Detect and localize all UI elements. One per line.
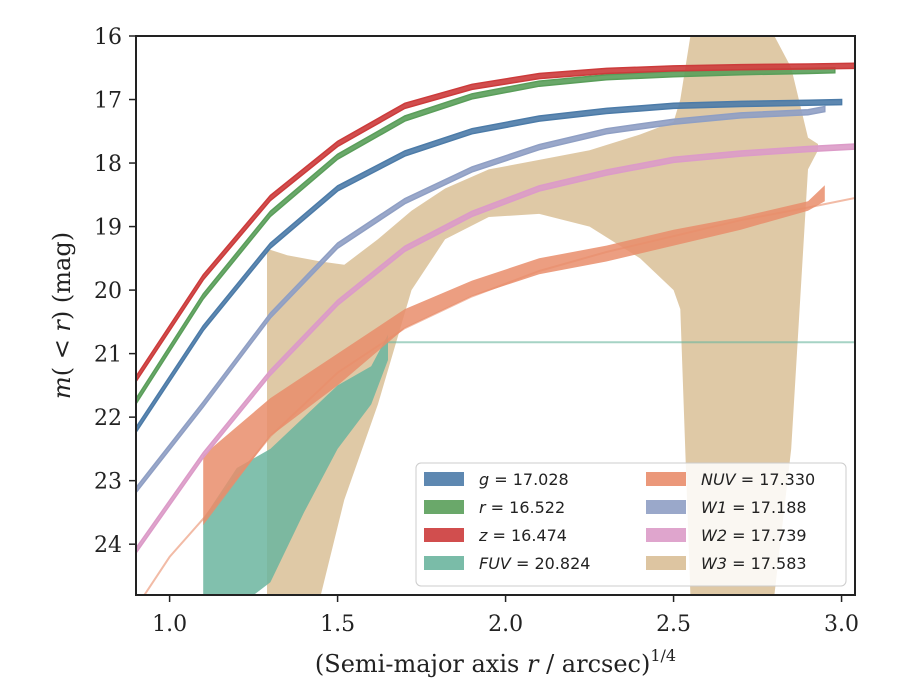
legend-label-w3: W3 = 17.583	[701, 554, 807, 573]
series-r-band	[136, 67, 836, 406]
x-tick-label: 2.0	[488, 612, 523, 637]
x-tick-label: 1.0	[152, 612, 187, 637]
legend-label-fuv: FUV = 20.824	[479, 554, 590, 573]
legend-swatch-fuv	[424, 556, 464, 570]
y-axis-title: m( < r) (mag)	[48, 232, 76, 399]
legend-swatch-w3	[646, 556, 686, 570]
y-tick-label: 20	[94, 279, 122, 304]
legend-swatch-w1	[646, 500, 686, 514]
x-axis-title: (Semi-major axis r / arcsec)1/4	[315, 646, 676, 678]
y-axis-label: m( < r) (mag)	[48, 232, 76, 399]
plot-area	[136, 36, 855, 595]
legend-label-r: r = 16.522	[479, 498, 565, 517]
y-tick-label: 17	[94, 89, 122, 114]
series-w3-band	[267, 36, 818, 595]
y-axis: 16 17 18 19 20 21 22 23 24	[94, 25, 136, 558]
x-tick-label: 3.0	[824, 612, 859, 637]
y-tick-label: 22	[94, 406, 122, 431]
legend-label-g: g = 17.028	[479, 470, 569, 489]
y-tick-label: 23	[94, 470, 122, 495]
series-w1-band	[136, 105, 826, 494]
y-tick-label: 24	[94, 533, 122, 558]
x-tick-label: 2.5	[656, 612, 691, 637]
legend-swatch-z	[424, 528, 464, 542]
y-tick-label: 21	[94, 343, 122, 368]
x-axis: 1.0 1.5 2.0 2.5 3.0	[152, 595, 859, 637]
legend: g = 17.028 r = 16.522 z = 16.474 FUV = 20.8…	[415, 462, 847, 587]
legend-box	[415, 462, 847, 587]
legend-label-z: z = 16.474	[478, 526, 567, 545]
legend-swatch-g	[424, 472, 464, 486]
y-tick-label: 16	[94, 25, 122, 50]
plot-frame	[135, 35, 856, 596]
legend-swatch-nuv	[646, 472, 686, 486]
series-w2-band	[136, 143, 855, 555]
x-axis-label: (Semi-major axis r / arcsec)1/4	[315, 646, 676, 678]
y-tick-label: 18	[94, 152, 122, 177]
legend-swatch-w2	[646, 528, 686, 542]
y-tick-label: 19	[94, 216, 122, 241]
series-nuv-band	[203, 185, 825, 526]
legend-label-w1: W1 = 17.188	[701, 498, 807, 517]
series-g-band	[136, 98, 843, 434]
x-tick-label: 1.5	[320, 612, 355, 637]
legend-swatch-r	[424, 500, 464, 514]
legend-label-nuv: NUV = 17.330	[701, 470, 815, 489]
series-z-band	[136, 62, 855, 383]
series-fuv-band	[203, 334, 388, 595]
legend-label-w2: W2 = 17.739	[701, 526, 807, 545]
